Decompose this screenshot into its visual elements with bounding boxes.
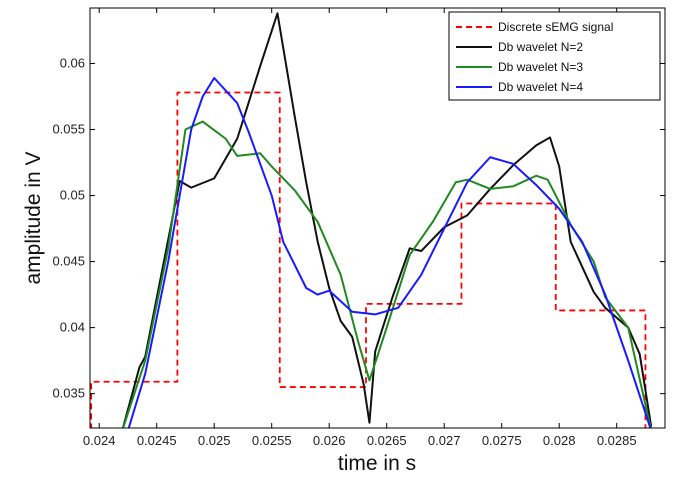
y-tick-label: 0.06	[60, 55, 85, 70]
ticks-layer: 0.024 0.0245 0.025 0.0255 0.026 0.0265 0.027 0.…	[52, 8, 665, 448]
legend-label-db-wavelet-n-2: Db wavelet N=2	[498, 40, 583, 54]
series-line-discrete-semg-signal	[90, 91, 647, 428]
legend: Discrete sEMG signal Db wavelet N=2 Db wav…	[448, 11, 661, 101]
legend-label-db-wavelet-n-3: Db wavelet N=3	[498, 60, 583, 74]
x-tick-label: 0.028	[543, 433, 576, 448]
plot-frame	[89, 7, 666, 429]
legend-label-db-wavelet-n-4: Db wavelet N=4	[498, 80, 583, 94]
y-tick-label: 0.035	[52, 386, 85, 401]
legend-label-discrete-semg-signal: Discrete sEMG signal	[498, 20, 613, 34]
x-tick-label: 0.0285	[597, 433, 637, 448]
x-tick-label: 0.0245	[137, 433, 177, 448]
y-tick-label: 0.045	[52, 254, 85, 269]
series-line-db-wavelet-n-4	[127, 77, 652, 428]
x-tick-label: 0.024	[83, 433, 116, 448]
x-tick-label: 0.026	[313, 433, 346, 448]
x-tick-label: 0.027	[428, 433, 461, 448]
x-axis-label: time in s	[338, 452, 416, 475]
x-tick-label: 0.0265	[367, 433, 407, 448]
series-line-db-wavelet-n-3	[122, 120, 652, 428]
y-tick-label: 0.04	[60, 320, 85, 335]
x-tick-label: 0.0275	[482, 433, 522, 448]
legend-box	[448, 11, 661, 101]
series-line-db-wavelet-n-2	[121, 12, 653, 428]
x-tick-label: 0.0255	[252, 433, 292, 448]
y-tick-label: 0.055	[52, 122, 85, 137]
x-tick-label: 0.025	[198, 433, 231, 448]
y-axis-label: amplitude in V	[22, 151, 45, 284]
series-layer	[90, 12, 653, 428]
y-tick-label: 0.05	[60, 188, 85, 203]
